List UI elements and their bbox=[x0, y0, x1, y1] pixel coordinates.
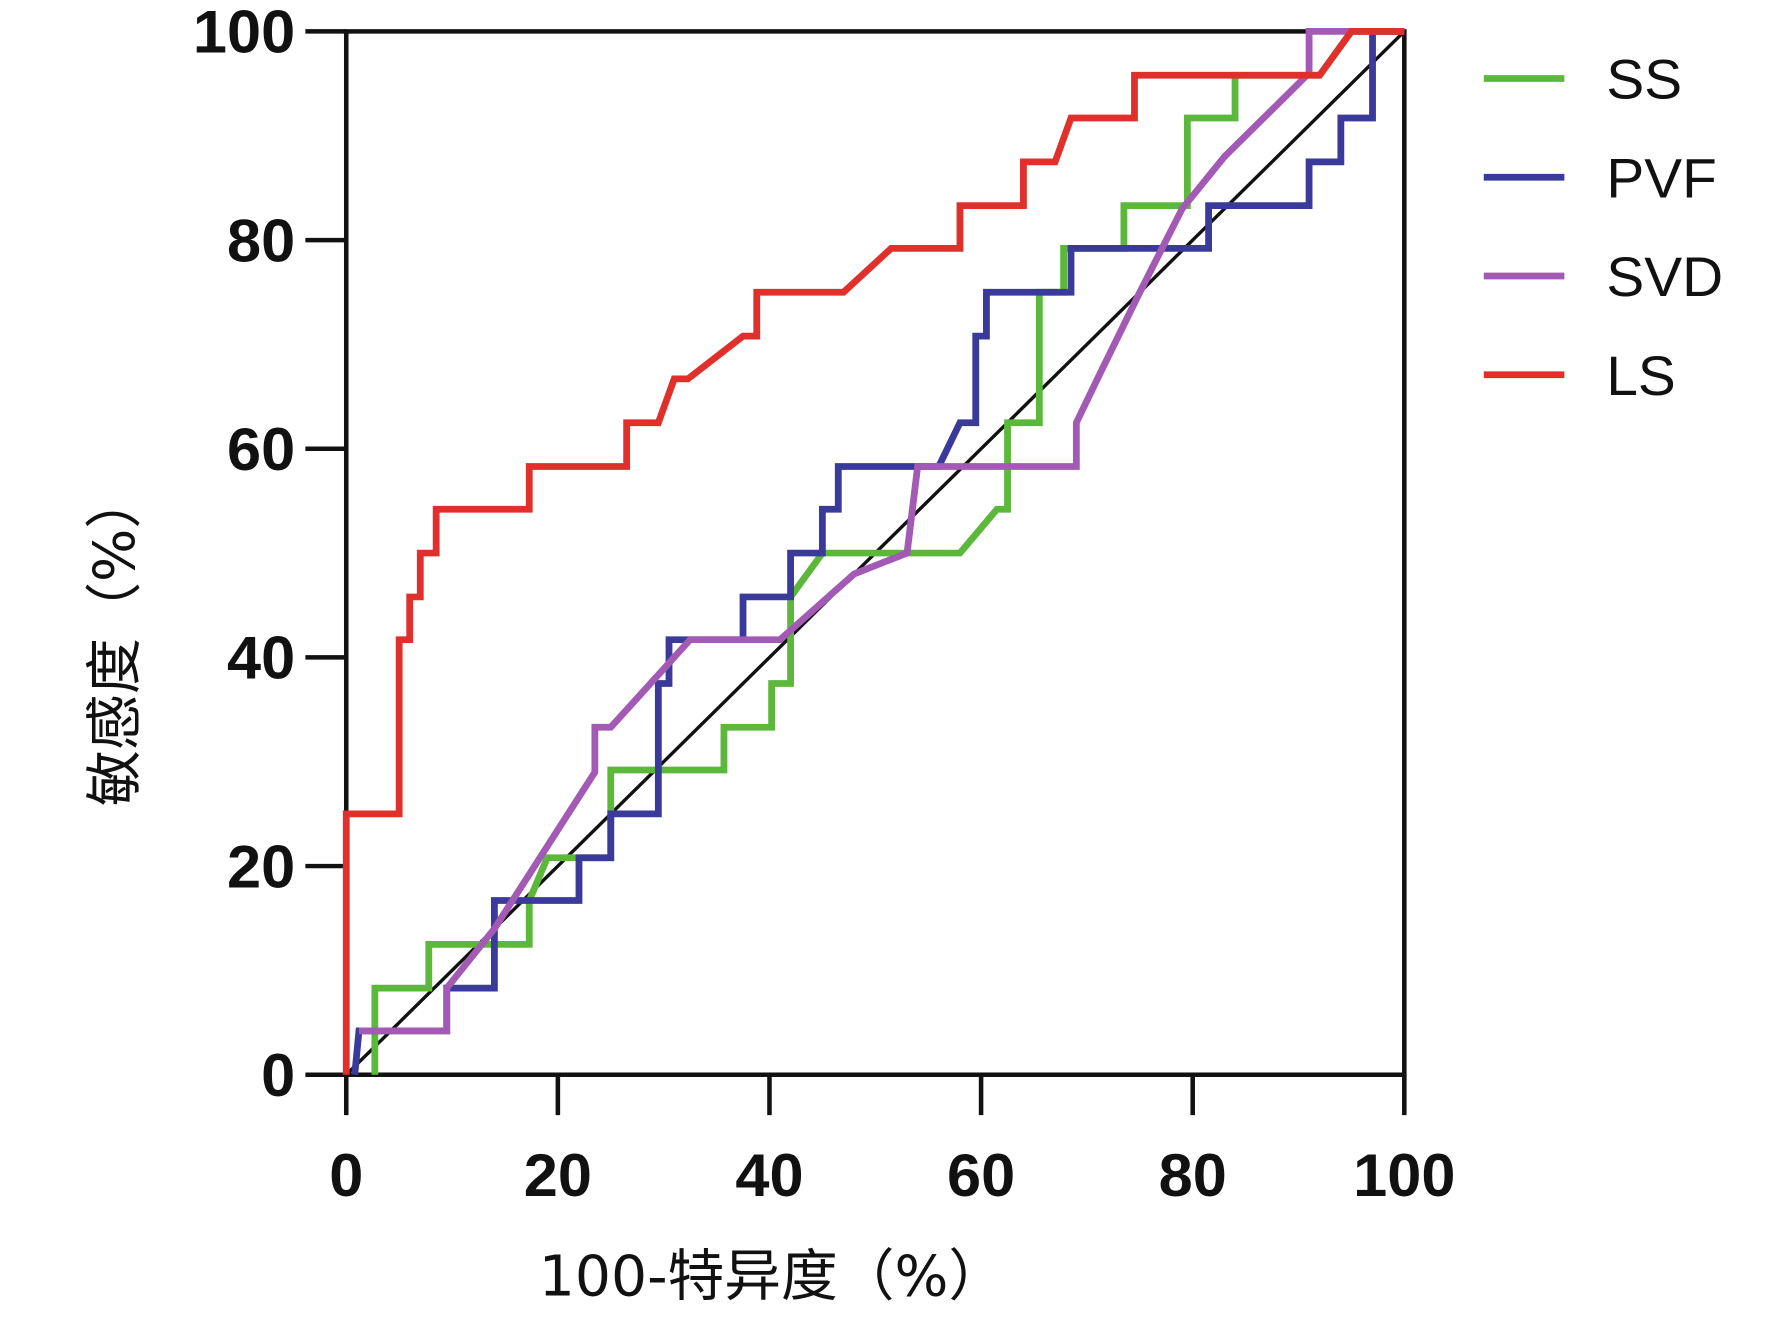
x-tick-label: 0 bbox=[329, 1141, 363, 1209]
legend-label-svd: SVD bbox=[1606, 245, 1723, 308]
series-line-ls bbox=[342, 28, 1405, 1075]
y-tick-label: 40 bbox=[227, 624, 295, 692]
y-tick-label: 20 bbox=[227, 833, 295, 901]
y-tick-label: 100 bbox=[193, 0, 295, 66]
x-tick-label: 40 bbox=[735, 1141, 803, 1209]
series-line-pvf bbox=[351, 28, 1405, 1076]
axes bbox=[305, 29, 1407, 1116]
x-tick-label: 20 bbox=[524, 1141, 592, 1209]
y-tick-label: 80 bbox=[227, 207, 295, 275]
legend-label-ls: LS bbox=[1606, 344, 1675, 407]
legend: SS PVF SVD LS bbox=[1483, 48, 1723, 407]
legend-label-pvf: PVF bbox=[1606, 147, 1716, 210]
x-tick-label: 100 bbox=[1353, 1141, 1455, 1209]
x-axis-label: 100-特异度（%） bbox=[539, 1245, 1005, 1310]
series-line-ss bbox=[371, 28, 1405, 1075]
y-tick-label: 60 bbox=[227, 415, 295, 483]
y-axis-label: 敏感度（%） bbox=[83, 473, 148, 807]
y-tick-label: 0 bbox=[261, 1041, 295, 1109]
plot-frame bbox=[343, 29, 1407, 1077]
x-tick-label: 60 bbox=[947, 1141, 1015, 1209]
x-tick-label: 80 bbox=[1159, 1141, 1227, 1209]
tick-labels: 0 20 40 60 80 100 0 20 40 60 80 100 bbox=[193, 0, 1456, 1209]
series-lines bbox=[342, 28, 1406, 1076]
legend-label-ss: SS bbox=[1606, 48, 1682, 111]
series-line-svd bbox=[358, 28, 1405, 1035]
